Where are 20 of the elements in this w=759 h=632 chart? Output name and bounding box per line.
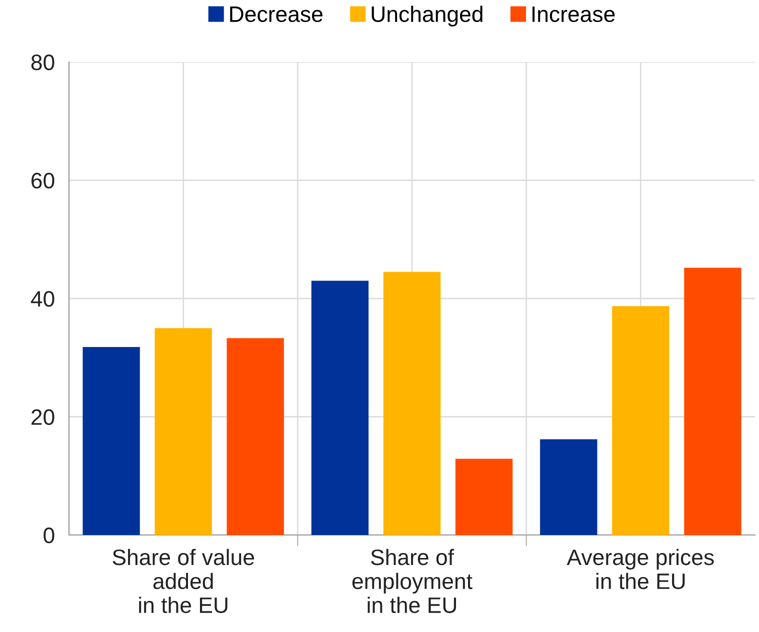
y-tick-label: 20: [32, 409, 54, 426]
legend-label: Increase: [532, 6, 615, 22]
bar: [540, 439, 598, 535]
x-tick-label: Share of value added in the EU: [112, 548, 254, 614]
y-tick-label: 0: [44, 528, 54, 544]
legend-label: Decrease: [230, 6, 322, 22]
bar: [383, 272, 441, 535]
y-tick-label: 60: [32, 172, 54, 189]
y-tick-label: 80: [31, 54, 54, 70]
bar: [154, 328, 212, 535]
bar: [612, 306, 670, 535]
bar: [226, 338, 284, 535]
bar: [311, 280, 369, 535]
bar: [684, 268, 742, 535]
x-tick-label: Share of employment in the EU: [352, 548, 472, 614]
bar: [82, 346, 140, 535]
x-tick-label: Average prices in the EU: [566, 548, 714, 590]
legend-label: Unchanged: [372, 6, 482, 26]
bar: [455, 458, 513, 535]
y-tick-label: 40: [30, 291, 54, 307]
